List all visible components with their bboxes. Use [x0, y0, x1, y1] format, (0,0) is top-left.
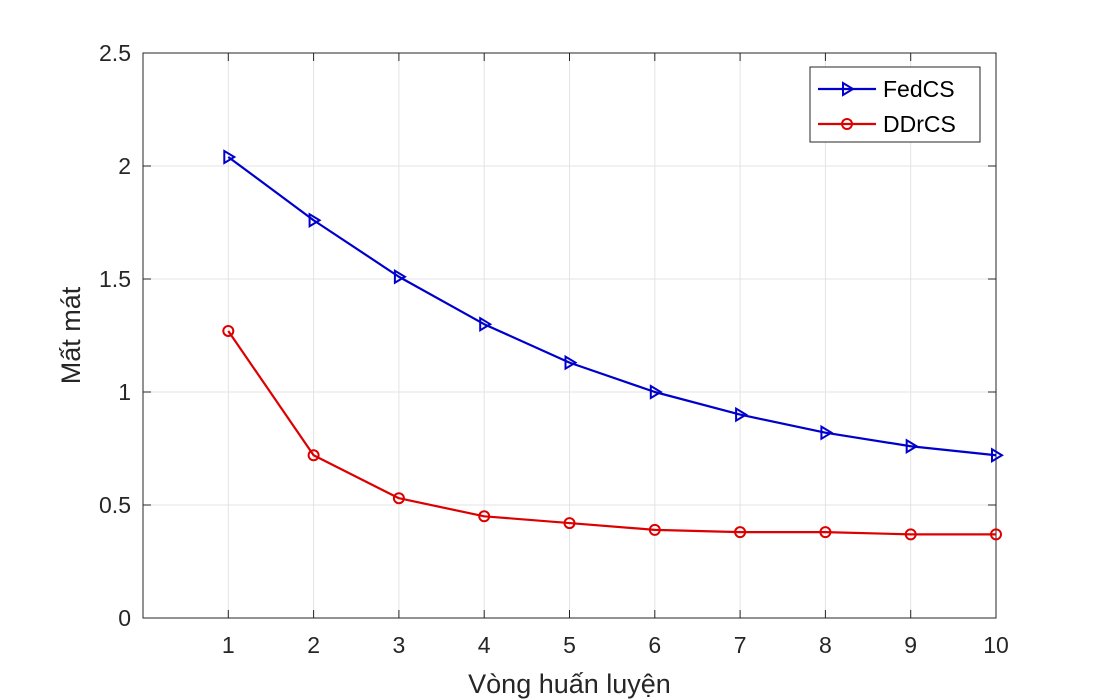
y-tick-label: 0.5: [99, 492, 131, 518]
y-axis-title: Mất mát: [56, 286, 86, 384]
data-point-circle: [819, 526, 832, 539]
data-point-triangle: [223, 149, 237, 165]
legend-label: FedCS: [883, 76, 955, 102]
x-tick-label: 8: [819, 632, 832, 658]
data-point-circle: [392, 492, 405, 505]
data-point-triangle: [308, 212, 322, 229]
axis-ticks: [143, 52, 997, 619]
data-point-circle: [478, 510, 491, 523]
data-point-circle: [307, 449, 320, 462]
tick-labels: 1 2 3 4 5 6 7 8 9 10 0 0.5 1 1.5 2 2.5: [99, 40, 1009, 658]
series-line: [227, 156, 997, 457]
data-point-triangle: [735, 406, 749, 423]
data-point-triangle: [820, 424, 834, 441]
x-tick-label: 10: [983, 632, 1009, 658]
series-ddrcs: [222, 324, 1002, 541]
data-point-circle: [563, 517, 576, 530]
x-tick-label: 1: [222, 632, 235, 658]
legend-label: DDrCS: [883, 111, 956, 137]
data-point-triangle: [842, 81, 855, 97]
y-tick-label: 0: [118, 605, 131, 631]
x-tick-label: 9: [904, 632, 917, 658]
data-point-circle: [222, 324, 235, 337]
data-point-triangle: [564, 354, 578, 371]
data-point-triangle: [905, 438, 919, 455]
data-point-circle: [648, 523, 661, 536]
legend-box: [809, 66, 981, 143]
data-point-triangle: [649, 384, 663, 400]
data-point-circle: [841, 118, 853, 130]
data-point-circle: [734, 526, 747, 539]
series-fedcs: [223, 149, 1004, 464]
x-tick-label: 6: [648, 632, 661, 658]
y-tick-label: 2.5: [99, 40, 131, 66]
x-tick-label: 5: [563, 632, 576, 658]
data-point-triangle: [479, 316, 493, 332]
x-tick-label: 4: [478, 632, 491, 658]
series-line: [227, 330, 996, 536]
y-tick-label: 1: [118, 379, 131, 405]
data-point-triangle: [991, 447, 1004, 464]
series-layer: [222, 149, 1004, 541]
y-tick-label: 1.5: [99, 266, 131, 292]
legend: FedCS DDrCS: [809, 66, 981, 143]
x-tick-label: 2: [307, 632, 320, 658]
x-tick-label: 7: [734, 632, 747, 658]
data-point-circle: [990, 528, 1002, 541]
x-tick-label: 3: [393, 632, 406, 658]
data-point-triangle: [393, 268, 407, 285]
y-tick-label: 2: [118, 153, 131, 179]
data-point-circle: [904, 528, 917, 541]
x-axis-title: Vòng huấn luyện: [468, 669, 671, 699]
